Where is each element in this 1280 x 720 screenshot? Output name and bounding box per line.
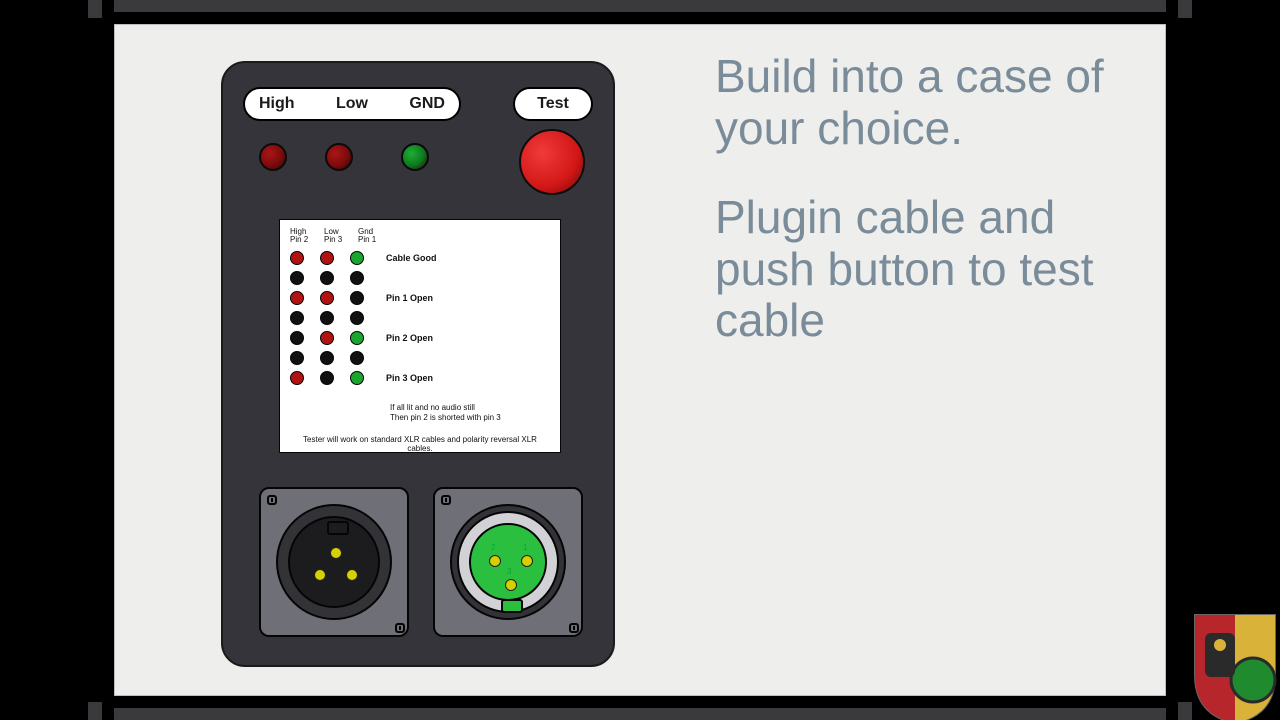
mini-led-red <box>290 251 304 265</box>
mini-led-red <box>320 331 334 345</box>
mini-led-off <box>320 271 334 285</box>
xlr-pin <box>330 547 342 559</box>
chart-row: Pin 2 Open <box>290 331 550 345</box>
status-chart: HighPin 2 LowPin 3 GndPin 1Cable Good Pin 1… <box>279 219 561 453</box>
screw-icon <box>267 495 277 505</box>
xlr-pin <box>521 555 533 567</box>
label-low: Low <box>336 95 368 113</box>
pin-label: 2 <box>491 543 495 552</box>
chart-row-label: Pin 2 Open <box>386 333 433 343</box>
slide: Build into a case of your choice. Plugin… <box>114 24 1166 696</box>
chart-row <box>290 351 550 365</box>
chart-note: If all lit and no audio still Then pin 2… <box>390 403 550 423</box>
cable-tester: High Low GND Test HighPin 2 LowPin 3 GndPin … <box>221 61 615 667</box>
stage: Build into a case of your choice. Plugin… <box>0 0 1280 720</box>
mini-led-off <box>350 351 364 365</box>
chart-col-gnd: GndPin 1 <box>358 228 386 245</box>
xlr-pin <box>346 569 358 581</box>
chart-row: Pin 1 Open <box>290 291 550 305</box>
chart-row-label: Pin 1 Open <box>386 293 433 303</box>
paragraph-1: Build into a case of your choice. <box>715 51 1145 154</box>
mini-led-off <box>350 311 364 325</box>
xlr-female-jack[interactable]: 2 1 3 <box>433 487 583 637</box>
label-strip-right: Test <box>513 87 593 121</box>
mini-led-off <box>290 311 304 325</box>
pin-label: 3 <box>507 567 511 576</box>
jack-key <box>501 599 523 613</box>
xlr-pin <box>489 555 501 567</box>
mini-led-green <box>350 331 364 345</box>
xlr-male-jack[interactable] <box>259 487 409 637</box>
label-high: High <box>259 95 295 113</box>
mini-led-off <box>290 271 304 285</box>
mini-led-green <box>350 251 364 265</box>
screw-icon <box>395 623 405 633</box>
led-high <box>259 143 287 171</box>
pin-label: 1 <box>523 543 527 552</box>
chart-row <box>290 271 550 285</box>
chart-col-low: LowPin 3 <box>324 228 352 245</box>
led-low <box>325 143 353 171</box>
letterbox-stub <box>1178 0 1192 18</box>
chart-row-label: Pin 3 Open <box>386 373 433 383</box>
letterbox-bottom <box>114 708 1166 720</box>
mini-led-red <box>290 371 304 385</box>
label-test: Test <box>537 95 569 113</box>
crest-logo-icon <box>1175 605 1280 720</box>
mini-led-red <box>290 291 304 305</box>
test-button[interactable] <box>519 129 585 195</box>
mini-led-green <box>350 371 364 385</box>
label-gnd: GND <box>409 95 445 113</box>
letterbox-stub <box>88 0 102 18</box>
mini-led-off <box>290 351 304 365</box>
chart-col-high: HighPin 2 <box>290 228 318 245</box>
xlr-pin <box>505 579 517 591</box>
mini-led-off <box>320 371 334 385</box>
paragraph-2: Plugin cable and push button to test cab… <box>715 192 1145 347</box>
label-strip-left: High Low GND <box>243 87 461 121</box>
chart-row: Pin 3 Open <box>290 371 550 385</box>
mini-led-off <box>290 331 304 345</box>
chart-footer: Tester will work on standard XLR cables … <box>290 435 550 453</box>
mini-led-red <box>320 251 334 265</box>
letterbox-stub <box>88 702 102 720</box>
mini-led-off <box>320 311 334 325</box>
led-gnd <box>401 143 429 171</box>
chart-row-label: Cable Good <box>386 253 437 263</box>
mini-led-off <box>350 291 364 305</box>
letterbox-top <box>114 0 1166 12</box>
mini-led-off <box>320 351 334 365</box>
chart-row: Cable Good <box>290 251 550 265</box>
mini-led-off <box>350 271 364 285</box>
text-column: Build into a case of your choice. Plugin… <box>715 51 1155 385</box>
screw-icon <box>441 495 451 505</box>
jack-key <box>327 521 349 535</box>
xlr-pin <box>314 569 326 581</box>
chart-row <box>290 311 550 325</box>
mini-led-red <box>320 291 334 305</box>
screw-icon <box>569 623 579 633</box>
